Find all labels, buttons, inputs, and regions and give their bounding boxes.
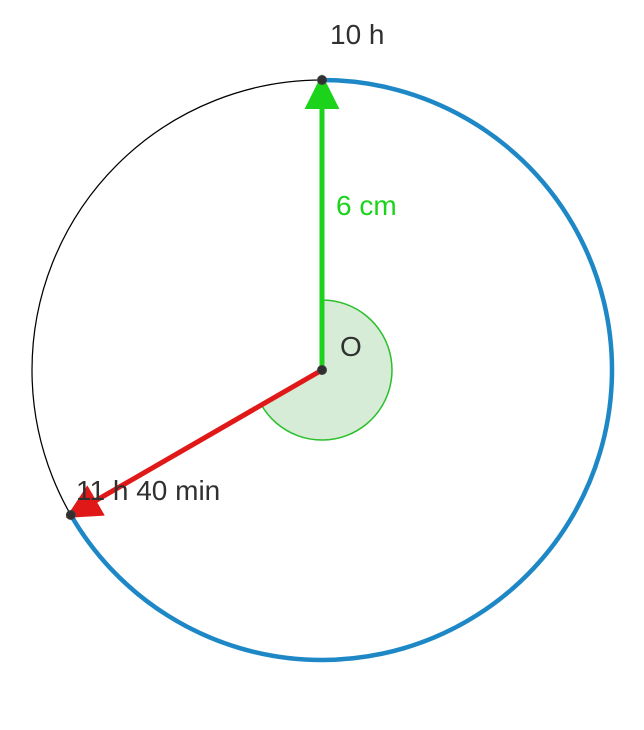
clock-geometry-diagram: 10 h 6 cm O 11 h 40 min bbox=[0, 0, 644, 730]
point-top bbox=[318, 76, 327, 85]
label-center: O bbox=[340, 331, 362, 362]
point-red-tip bbox=[66, 511, 75, 520]
label-top-time: 10 h bbox=[330, 19, 385, 50]
point-center bbox=[318, 366, 327, 375]
label-bottom-time: 11 h 40 min bbox=[76, 475, 220, 506]
label-radius: 6 cm bbox=[336, 190, 397, 221]
